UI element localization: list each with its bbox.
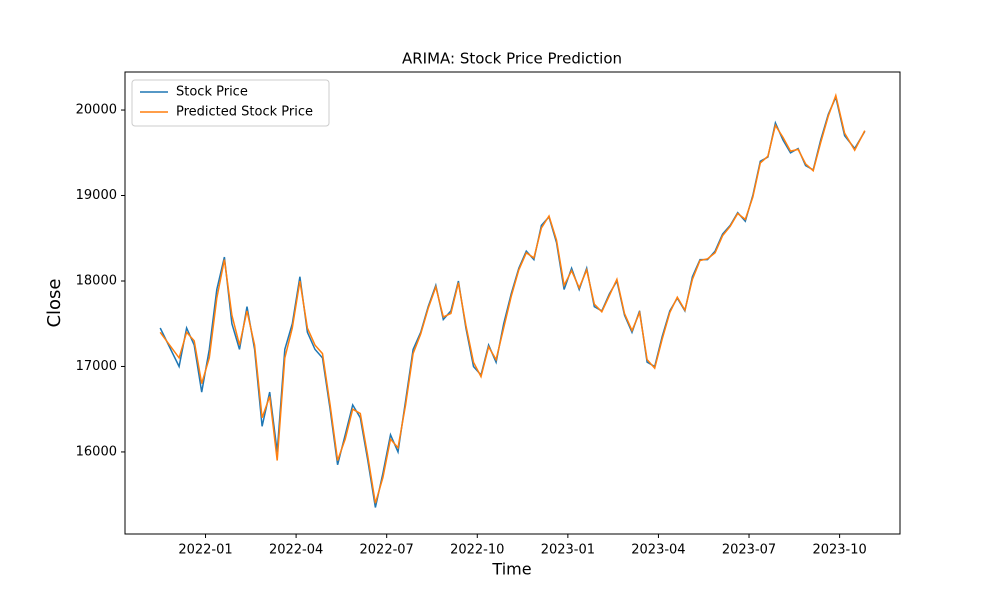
legend-label: Predicted Stock Price — [176, 105, 313, 120]
x-tick-label: 2023-10 — [812, 543, 866, 558]
y-axis-label: Close — [44, 278, 65, 327]
x-tick-label: 2023-04 — [631, 543, 685, 558]
x-tick-label: 2022-10 — [450, 543, 504, 558]
series-line — [159, 94, 866, 508]
series-line — [159, 92, 866, 504]
y-tick-label: 20000 — [76, 103, 117, 118]
y-tick-label: 16000 — [76, 444, 117, 459]
x-tick-label: 2022-07 — [360, 543, 414, 558]
x-tick-label: 2023-01 — [541, 543, 595, 558]
plot-frame — [124, 71, 901, 535]
x-axis-label: Time — [491, 560, 531, 579]
x-tick-label: 2022-01 — [178, 543, 232, 558]
y-tick-label: 18000 — [76, 273, 117, 288]
legend-box — [131, 79, 330, 127]
y-tick-label: 17000 — [76, 359, 117, 374]
x-tick-label: 2023-07 — [722, 543, 776, 558]
x-tick-label: 2022-04 — [269, 543, 323, 558]
legend-label: Stock Price — [176, 85, 248, 100]
chart-title: ARIMA: Stock Price Prediction — [402, 50, 622, 68]
y-tick-label: 19000 — [76, 188, 117, 203]
